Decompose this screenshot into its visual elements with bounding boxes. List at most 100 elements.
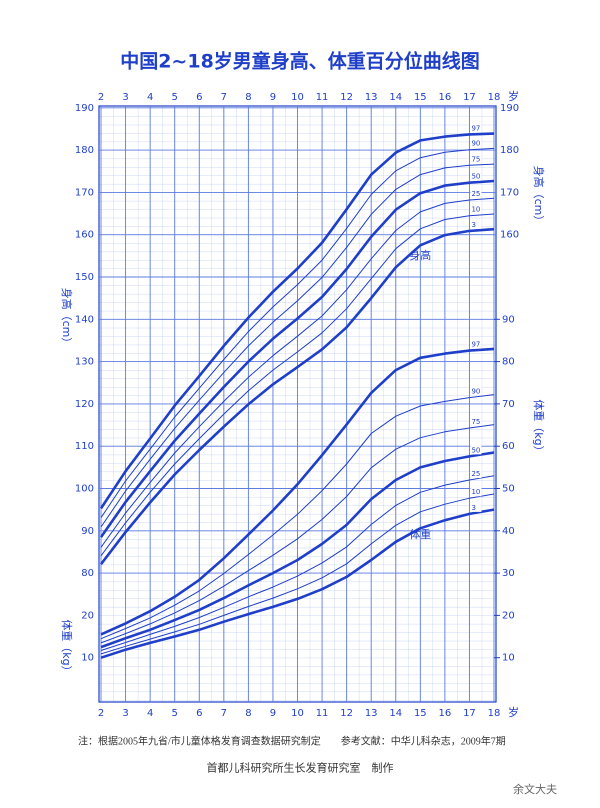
y-tick-label: 110: [75, 441, 94, 452]
x-tick-label: 18: [488, 708, 501, 719]
y2-tick-label: 60: [502, 441, 515, 452]
y2-tick-label: 10: [502, 653, 515, 664]
chart-title: 中国2~18岁男童身高、体重百分位曲线图: [120, 50, 480, 73]
line-series: [100, 394, 495, 640]
x-tick-label: 8: [245, 708, 251, 719]
line-series: [100, 213, 495, 557]
series-label: 10: [471, 206, 480, 214]
credit: 首都儿科研究所生长发育研究室 制作: [207, 761, 394, 775]
y2-tick-label: 80: [502, 357, 515, 368]
axis-label: 体重（kg）: [532, 399, 546, 456]
series-label: 75: [471, 155, 480, 163]
watermark: 余文大夫: [513, 782, 557, 796]
series-label: 75: [471, 418, 480, 426]
label-bg: [470, 469, 482, 479]
label-bg: [470, 189, 482, 199]
series-label: 25: [471, 190, 480, 198]
label-bg: [470, 219, 482, 229]
x-tick-label-top: 5: [172, 92, 178, 103]
y-tick-label: 120: [75, 399, 94, 410]
line-series: [100, 163, 495, 528]
label-bg: [470, 204, 482, 214]
x-tick-label: 11: [316, 708, 329, 719]
y-tick-label-right: 190: [500, 103, 519, 114]
y2-tick-label-left: 20: [81, 610, 94, 621]
line-series: [100, 451, 495, 649]
y-tick-label: 160: [75, 230, 94, 241]
label-bg: [470, 487, 482, 497]
y2-tick-label: 30: [502, 568, 515, 579]
label-bg: [470, 138, 482, 148]
x-tick-label-top: 12: [340, 92, 353, 103]
y-tick-label: 130: [75, 357, 94, 368]
axis-label: 身高（cm）: [60, 288, 74, 349]
line-series: [100, 508, 495, 659]
series-label: 3: [471, 221, 475, 229]
x-tick-label: 9: [270, 708, 276, 719]
y-tick-label-right: 160: [500, 230, 519, 241]
annotation: 身高: [409, 248, 431, 262]
y-tick-label: 140: [75, 314, 94, 325]
x-tick-label: 13: [365, 708, 378, 719]
y-tick-label: 150: [75, 272, 94, 283]
x-tick-label: 10: [291, 708, 304, 719]
x-tick-label: 16: [439, 708, 452, 719]
x-unit: 岁: [508, 705, 519, 719]
x-tick-label: 15: [414, 708, 427, 719]
line-series: [99, 132, 495, 510]
series-label: 97: [471, 341, 480, 349]
x-tick-label: 2: [98, 708, 104, 719]
x-tick-label-top: 9: [270, 92, 276, 103]
x-tick-label-top: 8: [245, 92, 251, 103]
x-tick-label-top: 13: [365, 92, 378, 103]
x-tick-label: 14: [389, 708, 402, 719]
y-tick-label: 80: [81, 568, 94, 579]
x-tick-label: 12: [340, 708, 353, 719]
x-tick-label-top: 7: [221, 92, 227, 103]
x-tick-label-top: 3: [122, 92, 128, 103]
y2-tick-label: 70: [502, 399, 515, 410]
series-label: 97: [471, 124, 480, 132]
y2-tick-label: 20: [502, 610, 515, 621]
y-tick-label: 190: [75, 103, 94, 114]
line-series: [100, 475, 495, 651]
x-tick-label: 4: [147, 708, 153, 719]
series-label: 90: [471, 388, 480, 396]
x-tick-label-top: 15: [414, 92, 427, 103]
x-tick-label: 5: [172, 708, 178, 719]
x-tick-label-top: 18: [488, 92, 501, 103]
x-tick-label-top: 11: [316, 92, 329, 103]
label-bg: [470, 123, 482, 133]
x-tick-label-top: 6: [196, 92, 202, 103]
y2-tick-label: 90: [502, 314, 515, 325]
series-label: 50: [471, 173, 480, 181]
x-tick-label-top: 4: [147, 92, 153, 103]
x-unit-top: 岁: [508, 89, 519, 103]
x-tick-label: 17: [463, 708, 476, 719]
line-series: [99, 179, 495, 538]
y-tick-label-right: 170: [500, 187, 519, 198]
series-label: 25: [471, 470, 480, 478]
y2-tick-label: 50: [502, 484, 515, 495]
label-bg: [470, 171, 482, 181]
y-tick-label: 90: [81, 526, 94, 537]
y2-tick-label-left: 10: [81, 653, 94, 664]
x-tick-label-top: 14: [389, 92, 402, 103]
series-label: 50: [471, 446, 480, 454]
x-tick-label-top: 16: [439, 92, 452, 103]
x-tick-label: 6: [196, 708, 202, 719]
x-tick-label-top: 17: [463, 92, 476, 103]
line-series: [100, 197, 495, 548]
x-tick-label: 3: [122, 708, 128, 719]
y-tick-label: 170: [75, 187, 94, 198]
axis-label: 体重（kg）: [60, 619, 74, 676]
line-series: [99, 227, 495, 565]
series-label: 3: [471, 504, 475, 512]
label-bg: [470, 502, 482, 512]
line-series: [100, 424, 495, 644]
x-tick-label-top: 2: [98, 92, 104, 103]
label-bg: [470, 445, 482, 455]
axis-label: 身高（cm）: [532, 166, 546, 227]
y2-tick-label: 40: [502, 526, 515, 537]
